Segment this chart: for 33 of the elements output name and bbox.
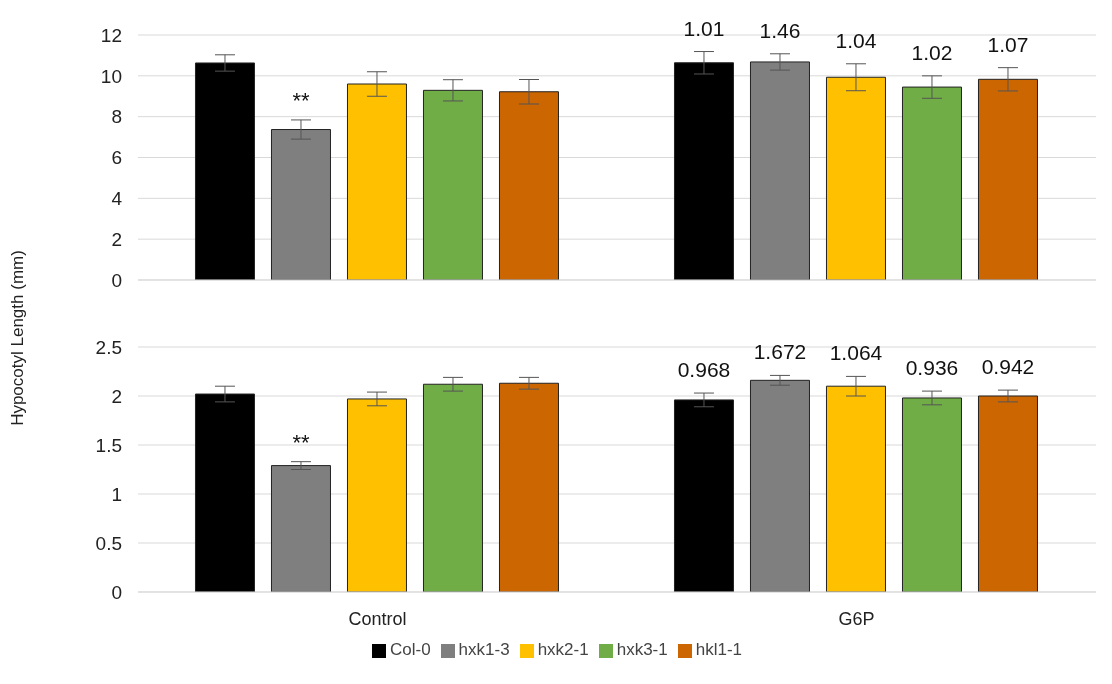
annotation: 1.46 [759, 18, 801, 42]
annotation: 1.04 [835, 28, 877, 52]
annotation: 1.02 [911, 40, 953, 64]
y-tick-label: 10 [100, 65, 122, 87]
y-tick-label: 12 [100, 24, 122, 46]
y-axis-title: Hypocotyl Length (mm) [8, 250, 28, 426]
annotation: 1.064 [829, 341, 883, 365]
x-tick-label: Control [348, 608, 407, 629]
legend-label: hxk3-1 [616, 640, 668, 659]
legend-label: Col-0 [389, 640, 431, 659]
annotation: ** [292, 87, 310, 113]
y-tick-label: 1 [111, 483, 122, 505]
annotation: 0.936 [905, 356, 959, 380]
annotation: 0.968 [677, 358, 731, 382]
y-tick-label: 6 [111, 147, 122, 169]
annotation: ** [292, 429, 310, 455]
annotation: 0.942 [981, 355, 1035, 379]
y-tick-label: 2 [111, 228, 122, 250]
y-tick-label: 1.5 [95, 434, 122, 456]
x-tick-label: G6P [838, 608, 875, 629]
y-tick-label: 0 [111, 269, 122, 291]
y-tick-label: 8 [111, 106, 122, 128]
annotation: 1.07 [987, 32, 1029, 56]
legend-label: hkl1-1 [695, 640, 743, 659]
y-tick-label: 2.5 [95, 336, 122, 358]
annotation: 1.01 [683, 16, 725, 40]
y-tick-label: 2 [111, 385, 122, 407]
legend-label: hxk2-1 [537, 640, 589, 659]
legend-label: hxk1-3 [458, 640, 510, 659]
y-tick-label: 0 [111, 581, 122, 603]
annotation: 1.672 [753, 340, 807, 364]
y-tick-label: 0.5 [95, 532, 122, 554]
y-tick-label: 4 [111, 188, 123, 210]
